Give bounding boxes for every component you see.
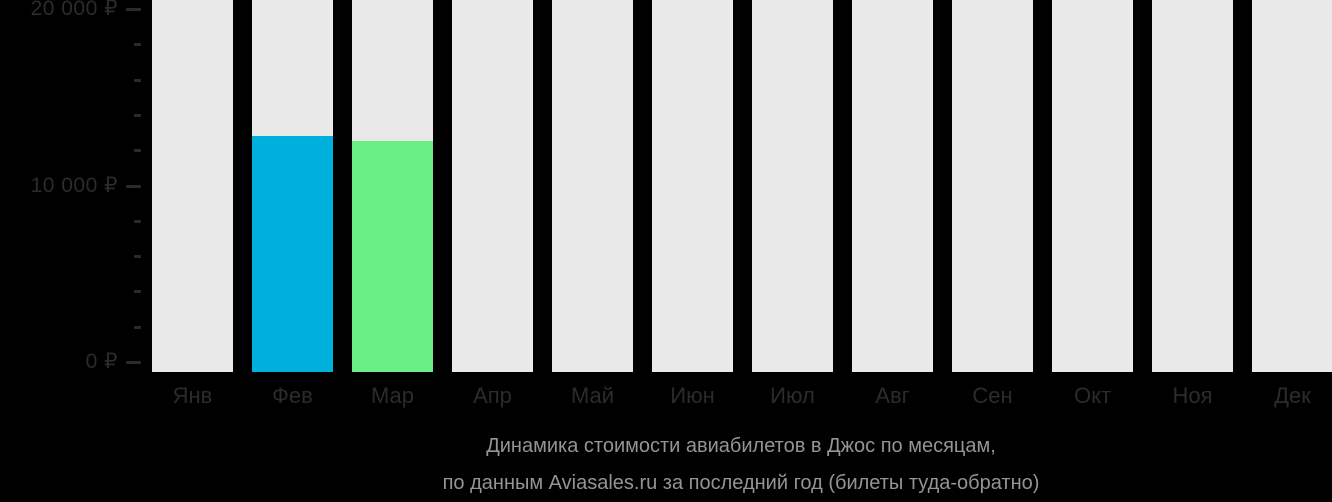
x-axis-month-label: Июл bbox=[770, 383, 815, 408]
y-axis-minor-tick bbox=[134, 149, 141, 153]
y-axis-tick-label: 20 000 ₽ bbox=[30, 0, 118, 20]
x-axis-month-label: Фев bbox=[272, 383, 313, 408]
caption-line-1: Динамика стоимости авиабилетов в Джос по… bbox=[486, 435, 996, 457]
x-axis-month-label: Май bbox=[570, 383, 615, 408]
price-bar-Фев bbox=[252, 136, 333, 372]
month-column-placeholder bbox=[452, 0, 533, 372]
x-axis-month-label: Апр bbox=[473, 383, 512, 408]
x-axis-month-label: Дек bbox=[1274, 383, 1311, 408]
x-axis-month-label: Авг bbox=[875, 383, 910, 408]
x-axis-month-label: Сен bbox=[972, 383, 1013, 408]
x-axis-month-label: Мар bbox=[370, 383, 415, 408]
x-axis-month-label: Окт bbox=[1073, 383, 1112, 408]
month-column-placeholder bbox=[1252, 0, 1332, 372]
y-axis-tick-label: 0 ₽ bbox=[85, 350, 118, 373]
price-bar-Мар bbox=[352, 141, 433, 372]
y-axis-minor-tick bbox=[134, 325, 141, 329]
month-column-placeholder bbox=[852, 0, 933, 372]
y-axis-major-tick bbox=[126, 361, 141, 364]
caption-line-2: по данным Aviasales.ru за последний год … bbox=[442, 472, 1040, 494]
month-column-placeholder bbox=[752, 0, 833, 372]
month-column-placeholder bbox=[552, 0, 633, 372]
month-column-placeholder bbox=[1152, 0, 1233, 372]
month-column-placeholder bbox=[652, 0, 733, 372]
month-column-placeholder bbox=[952, 0, 1033, 372]
y-axis-tick-label: 10 000 ₽ bbox=[30, 173, 118, 197]
x-axis-month-label: Июн bbox=[670, 383, 715, 408]
x-axis-month-label: Янв bbox=[172, 383, 213, 408]
y-axis-major-tick bbox=[126, 8, 141, 11]
month-column-placeholder bbox=[1052, 0, 1133, 372]
chart-caption: Динамика стоимости авиабилетов в Джос по… bbox=[150, 428, 1332, 502]
y-axis-minor-tick bbox=[134, 255, 141, 259]
y-axis-minor-tick bbox=[134, 290, 141, 294]
x-axis-month-label: Ноя bbox=[1172, 383, 1213, 408]
y-axis-minor-tick bbox=[134, 43, 141, 47]
month-column-placeholder bbox=[152, 0, 233, 372]
y-axis-minor-tick bbox=[134, 78, 141, 82]
y-axis-minor-tick bbox=[134, 113, 141, 117]
y-axis-minor-tick bbox=[134, 219, 141, 223]
y-axis-major-tick bbox=[126, 184, 141, 188]
